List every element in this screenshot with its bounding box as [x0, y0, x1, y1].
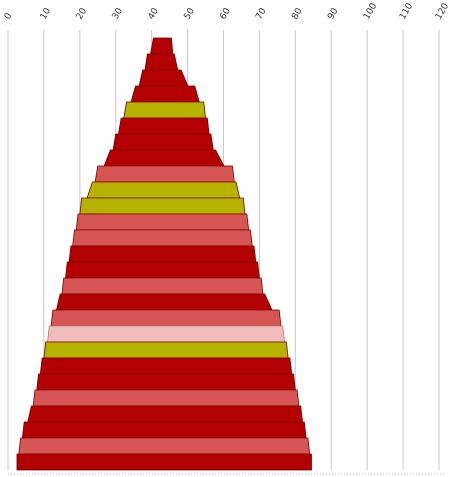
x-tick-label-100: 100 [362, 1, 379, 21]
funnel-band-21 [39, 357, 293, 375]
funnel-band-5 [123, 101, 206, 119]
x-tick-label-110: 110 [398, 1, 415, 21]
funnel-band-27 [16, 453, 312, 471]
x-tick-label-70: 70 [254, 6, 269, 21]
x-tick-label-90: 90 [326, 6, 341, 21]
funnel-band-19 [47, 325, 286, 343]
x-tick-label-50: 50 [183, 6, 198, 21]
funnel-band-14 [68, 245, 257, 263]
funnel-band-23 [32, 389, 300, 407]
funnel-band-2 [144, 53, 179, 71]
x-tick-label-120: 120 [434, 1, 451, 21]
funnel-band-6 [117, 117, 210, 135]
x-tick-label-30: 30 [111, 6, 126, 21]
funnel-band-13 [72, 229, 253, 247]
funnel-band-11 [79, 197, 246, 215]
x-tick-label-0: 0 [3, 11, 15, 21]
funnel-band-16 [61, 277, 264, 295]
x-tick-label-20: 20 [75, 6, 90, 21]
x-tick-label-80: 80 [290, 6, 305, 21]
funnel-band-20 [43, 341, 289, 359]
funnel-band-4 [130, 85, 200, 103]
funnel-band-17 [55, 293, 273, 311]
funnel-band-22 [36, 373, 296, 391]
funnel-band-15 [65, 261, 260, 279]
funnel-band-26 [18, 437, 311, 455]
funnel-band-24 [27, 405, 303, 423]
funnel-band-3 [138, 69, 189, 87]
funnel-band-8 [103, 149, 225, 167]
funnel-band-25 [21, 421, 307, 439]
funnel-band-10 [86, 181, 241, 199]
funnel-band-7 [112, 133, 214, 151]
x-tick-label-10: 10 [39, 6, 54, 21]
x-tick-labels: 0 10 20 30 40 50 60 70 80 90 100 110 120 [3, 1, 451, 21]
funnel-band-9 [94, 165, 235, 183]
funnel-band-18 [50, 309, 282, 327]
x-tick-label-40: 40 [147, 6, 162, 21]
funnel-band-1 [149, 37, 174, 55]
funnel-band-12 [75, 213, 250, 231]
x-tick-label-60: 60 [218, 6, 233, 21]
funnel-bands [16, 37, 312, 471]
